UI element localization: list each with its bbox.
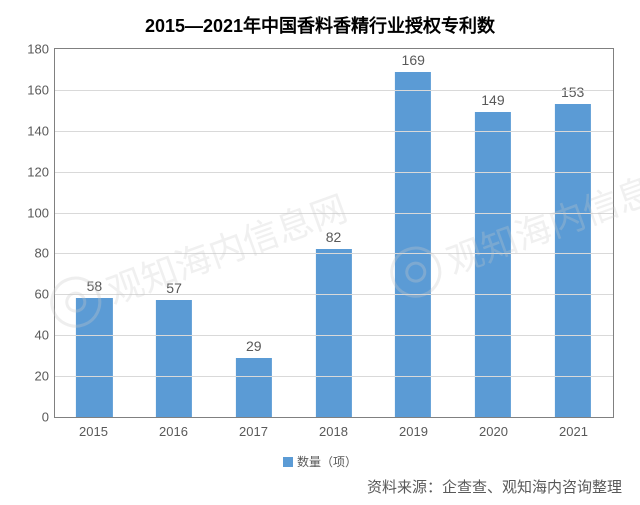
- legend-label: 数量（项）: [297, 455, 357, 469]
- bar: 58: [76, 298, 112, 417]
- legend: 数量（项）: [18, 453, 622, 470]
- x-tick-label: 2021: [534, 418, 614, 439]
- bar: 153: [555, 104, 591, 417]
- x-tick-label: 2019: [374, 418, 454, 439]
- bar-slot: 153: [533, 49, 613, 417]
- x-tick-label: 2018: [294, 418, 374, 439]
- gridline: [55, 90, 613, 91]
- gridline: [55, 131, 613, 132]
- plot-area: 58572982169149153 0204060801001201401601…: [54, 48, 614, 418]
- bar: 82: [315, 249, 351, 417]
- bar: 29: [236, 358, 272, 417]
- bar-value-label: 29: [246, 338, 262, 354]
- y-tick-label: 40: [35, 328, 55, 343]
- bar: 169: [395, 72, 431, 418]
- gridline: [55, 335, 613, 336]
- y-tick-label: 60: [35, 287, 55, 302]
- x-axis: 2015201620172018201920202021: [54, 418, 614, 439]
- y-tick-label: 180: [27, 42, 55, 57]
- source-text: 资料来源：企查查、观知海内咨询整理: [367, 476, 622, 497]
- bar-slot: 149: [454, 49, 534, 417]
- gridline: [55, 213, 613, 214]
- x-tick-label: 2017: [214, 418, 294, 439]
- bar-value-label: 153: [561, 84, 584, 100]
- bar-slot: 29: [214, 49, 294, 417]
- y-tick-label: 20: [35, 369, 55, 384]
- y-tick-label: 160: [27, 82, 55, 97]
- chart-title: 2015—2021年中国香料香精行业授权专利数: [18, 12, 622, 38]
- bar-slot: 82: [294, 49, 374, 417]
- x-tick-label: 2016: [134, 418, 214, 439]
- gridline: [55, 376, 613, 377]
- bar-value-label: 169: [402, 52, 425, 68]
- gridline: [55, 172, 613, 173]
- bar-value-label: 82: [326, 229, 342, 245]
- y-tick-label: 80: [35, 246, 55, 261]
- bar: 149: [475, 112, 511, 417]
- y-tick-label: 120: [27, 164, 55, 179]
- x-tick-label: 2020: [454, 418, 534, 439]
- bar-value-label: 149: [481, 92, 504, 108]
- bar-slot: 169: [374, 49, 454, 417]
- y-tick-label: 140: [27, 123, 55, 138]
- gridline: [55, 294, 613, 295]
- bar: 57: [156, 300, 192, 417]
- chart-container: 2015—2021年中国香料香精行业授权专利数 58 57 29 82 169 149 15…: [0, 0, 640, 505]
- bar-slot: 58: [55, 49, 135, 417]
- bars-group: 58 57 29 82 169 149 153: [55, 49, 613, 417]
- y-tick-label: 0: [42, 410, 55, 425]
- gridline: [55, 253, 613, 254]
- legend-swatch: [283, 457, 293, 467]
- y-tick-label: 100: [27, 205, 55, 220]
- bar-value-label: 58: [87, 278, 103, 294]
- x-tick-label: 2015: [54, 418, 134, 439]
- bar-slot: 57: [135, 49, 215, 417]
